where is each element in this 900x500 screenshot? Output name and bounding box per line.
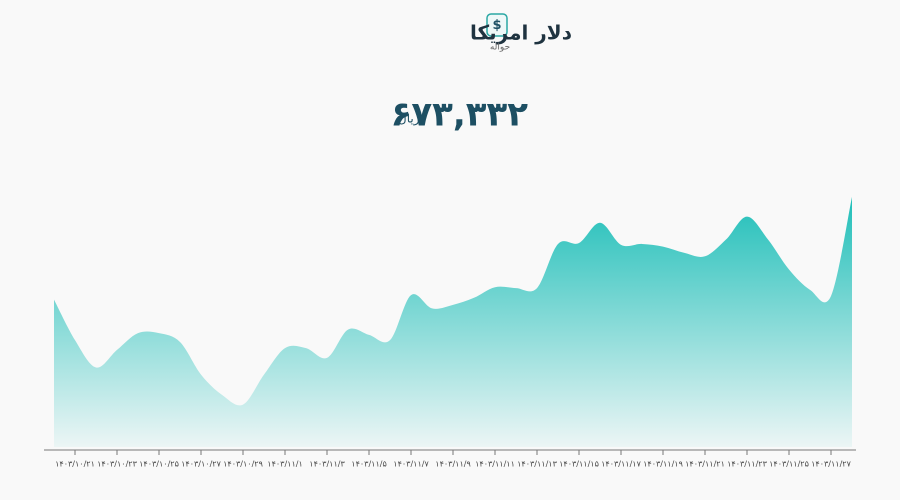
x-tick-label: ۱۴۰۳/۱۰/۲۵ — [139, 460, 179, 469]
subtitle: حواله — [490, 43, 510, 53]
x-tick-label: ۱۴۰۳/۱۱/۷ — [393, 460, 429, 469]
x-tick-label: ۱۴۰۳/۱۱/۵ — [351, 460, 386, 469]
x-tick-label: ۱۴۰۳/۱۱/۹ — [435, 460, 470, 469]
x-tick-label: ۱۴۰۳/۱۱/۱۹ — [643, 460, 683, 469]
x-tick-label: ۱۴۰۳/۱۱/۲۷ — [811, 460, 851, 469]
x-tick-label: ۱۴۰۳/۱۰/۲۹ — [223, 460, 263, 469]
x-tick-label: ۱۴۰۳/۱۱/۱ — [267, 460, 302, 469]
price: ۶۷۳,۳۳۲ — [391, 95, 529, 135]
x-tick-label: ۱۴۰۳/۱۰/۲۳ — [97, 460, 137, 469]
currency-icon: $ — [486, 13, 508, 37]
title: دلار امریکا — [470, 21, 572, 45]
x-tick-label: ۱۴۰۳/۱۱/۲۳ — [727, 460, 767, 469]
x-tick-label: ۱۴۰۳/۱۱/۱۱ — [475, 460, 515, 469]
x-tick-label: ۱۴۰۳/۱۰/۲۷ — [181, 460, 221, 469]
svg-text:$: $ — [492, 18, 501, 33]
x-tick-label: ۱۴۰۳/۱۰/۲۱ — [55, 460, 95, 469]
x-tick-label: ۱۴۰۳/۱۱/۲۱ — [685, 460, 725, 469]
x-tick-label: ۱۴۰۳/۱۱/۱۳ — [517, 460, 557, 469]
x-tick-label: ۱۴۰۳/۱۱/۲۵ — [769, 460, 809, 469]
x-tick-label: ۱۴۰۳/۱۱/۱۵ — [559, 460, 599, 469]
price-unit: ریال — [398, 112, 420, 127]
area — [54, 196, 852, 447]
x-tick-label: ۱۴۰۳/۱۱/۳ — [309, 460, 345, 469]
x-tick-label: ۱۴۰۳/۱۱/۱۷ — [601, 460, 641, 469]
